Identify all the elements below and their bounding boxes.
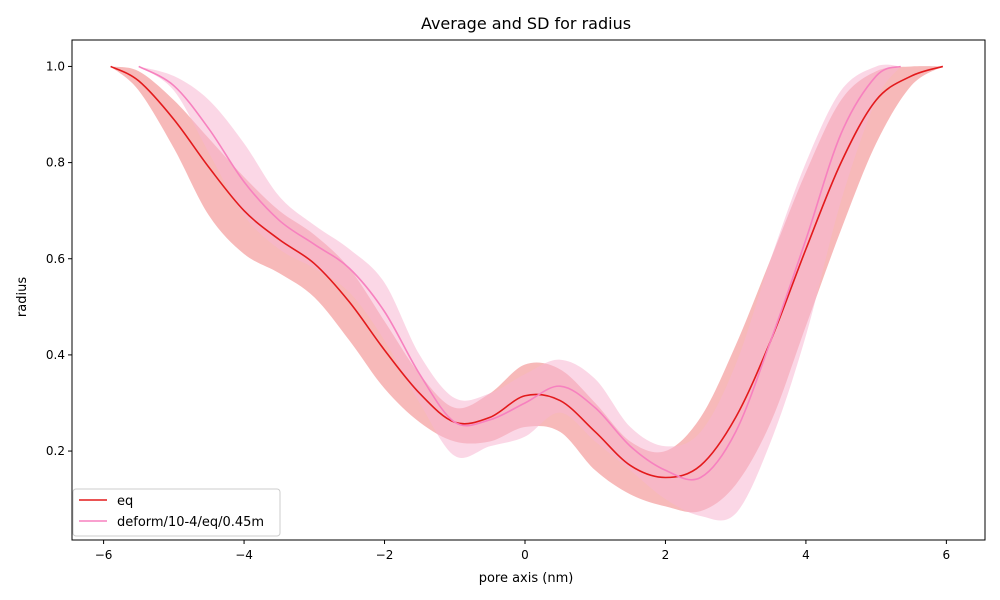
y-tick-label: 1.0 — [46, 59, 65, 73]
x-tick-label: 0 — [521, 548, 529, 562]
x-tick-label: −4 — [235, 548, 253, 562]
x-axis-ticks: −6 −4 −2 0 2 4 6 — [95, 540, 950, 562]
sd-band-deform — [138, 64, 901, 521]
mean-lines — [110, 65, 944, 481]
x-tick-label: −2 — [376, 548, 394, 562]
legend-label-deform: deform/10-4/eq/0.45m — [117, 515, 264, 530]
x-tick-label: 6 — [943, 548, 951, 562]
sd-bands — [110, 64, 943, 521]
y-tick-label: 0.8 — [46, 156, 65, 170]
mean-line-deform — [138, 65, 902, 481]
x-tick-label: −6 — [95, 548, 113, 562]
x-axis-label: pore axis (nm) — [479, 571, 574, 586]
x-tick-label: 2 — [662, 548, 670, 562]
y-axis-ticks: 0.2 0.4 0.6 0.8 1.0 — [46, 59, 72, 458]
y-axis-label: radius — [15, 277, 30, 317]
chart-title: Average and SD for radius — [421, 14, 631, 33]
y-tick-label: 0.6 — [46, 252, 65, 266]
legend-box — [72, 488, 281, 537]
legend: eq deform/10-4/eq/0.45m — [72, 488, 281, 537]
legend-label-eq: eq — [117, 494, 133, 509]
x-tick-label: 4 — [802, 548, 810, 562]
plot-area-frame — [71, 39, 986, 541]
y-tick-label: 0.4 — [46, 348, 65, 362]
mean-line-eq — [110, 65, 944, 479]
y-tick-label: 0.2 — [46, 444, 65, 458]
